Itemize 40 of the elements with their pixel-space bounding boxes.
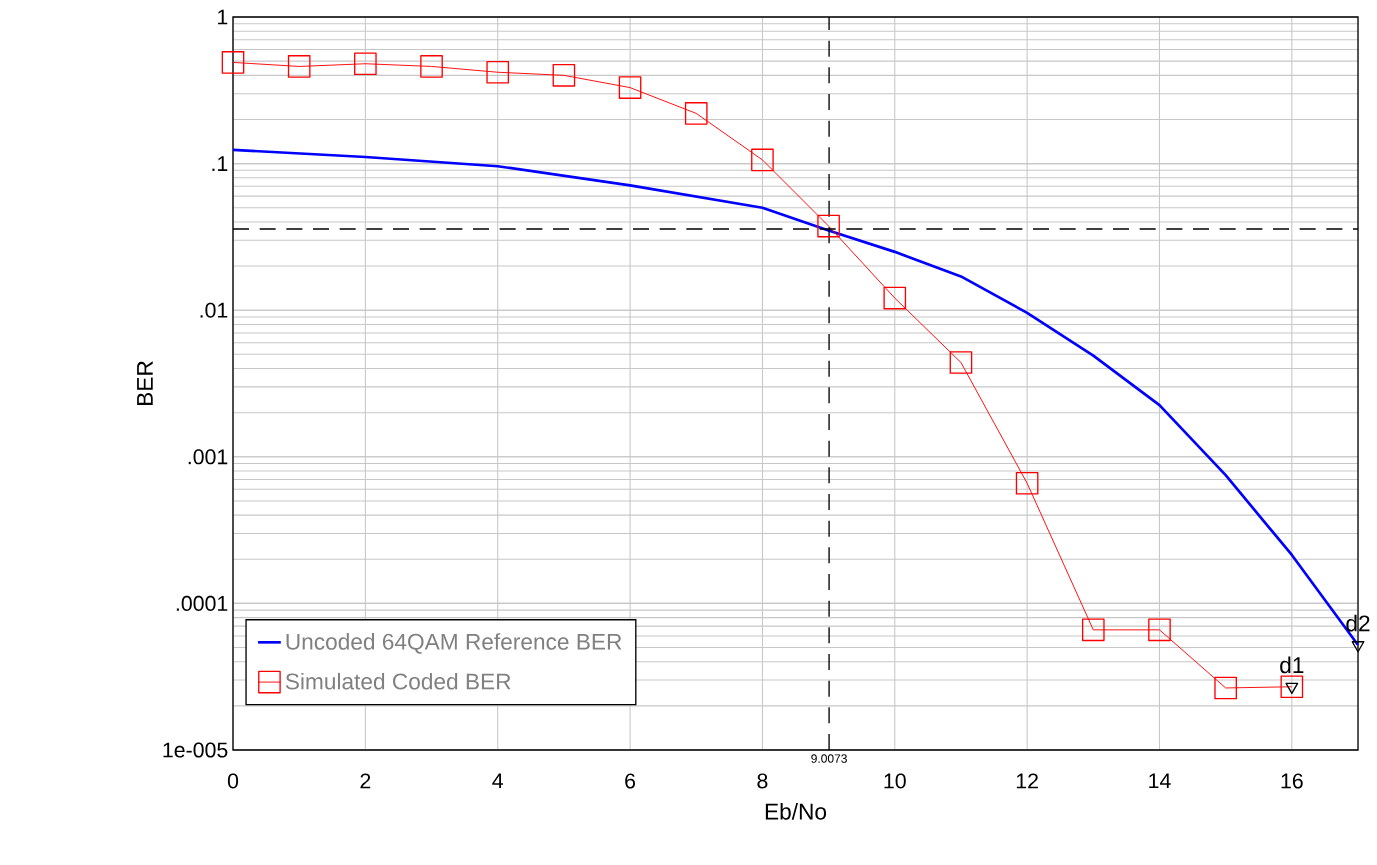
x-tick-label: 16 <box>1281 773 1303 789</box>
point <box>221 51 245 74</box>
y-tick-label: 1 <box>218 9 228 25</box>
y-tick-label: .001 <box>188 449 228 465</box>
point <box>1280 675 1304 699</box>
x-tick-label: 8 <box>757 773 768 789</box>
point <box>1285 682 1299 695</box>
y-axis-title: BER <box>137 361 153 405</box>
point <box>684 102 708 125</box>
x-tick-label: 12 <box>1016 773 1038 789</box>
point <box>1214 676 1237 700</box>
point <box>817 214 840 238</box>
point <box>1015 471 1039 495</box>
x-tick-label: 10 <box>884 773 906 789</box>
y-tick-label: .1 <box>212 156 228 171</box>
x-tick-label: 6 <box>625 773 636 789</box>
y-tick-label: .01 <box>200 302 228 318</box>
point <box>949 351 973 374</box>
point <box>354 52 377 76</box>
point <box>486 60 510 84</box>
x-tick-label: 4 <box>492 773 504 789</box>
x-axis-title: Eb/No <box>765 802 827 820</box>
y-tick-label: 1e-005 <box>163 742 228 758</box>
point <box>420 55 443 78</box>
legend-label: Uncoded 64QAM Reference BER <box>286 633 622 654</box>
x-tick-label: 0 <box>227 773 239 789</box>
point <box>883 286 907 310</box>
point <box>287 55 311 78</box>
point <box>1148 618 1171 642</box>
legend-label: Simulated Coded BER <box>285 672 511 690</box>
ref-line-label: 9.0073 <box>811 754 847 763</box>
point <box>1081 618 1105 642</box>
point <box>552 64 576 87</box>
point <box>618 76 642 99</box>
point <box>751 148 774 172</box>
y-tick-label: .0001 <box>176 595 228 611</box>
point <box>1351 641 1365 653</box>
annotation: d1 <box>1280 656 1304 674</box>
x-tick-label: 14 <box>1149 773 1171 789</box>
x-tick-label: 2 <box>360 773 371 789</box>
